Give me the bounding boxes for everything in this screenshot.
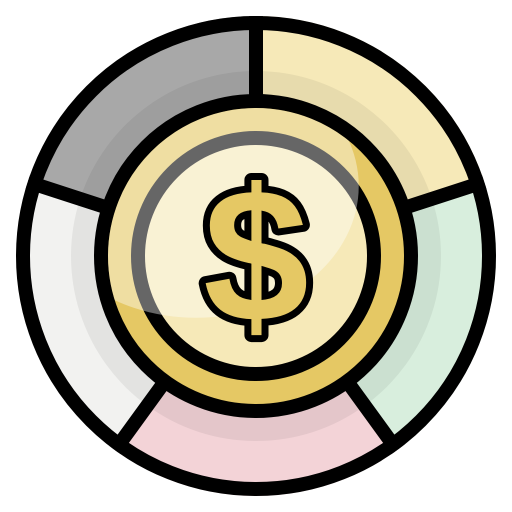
dollar-sign-icon: $ xyxy=(203,150,309,362)
dollar-pie-chart-icon: $ xyxy=(0,0,512,512)
